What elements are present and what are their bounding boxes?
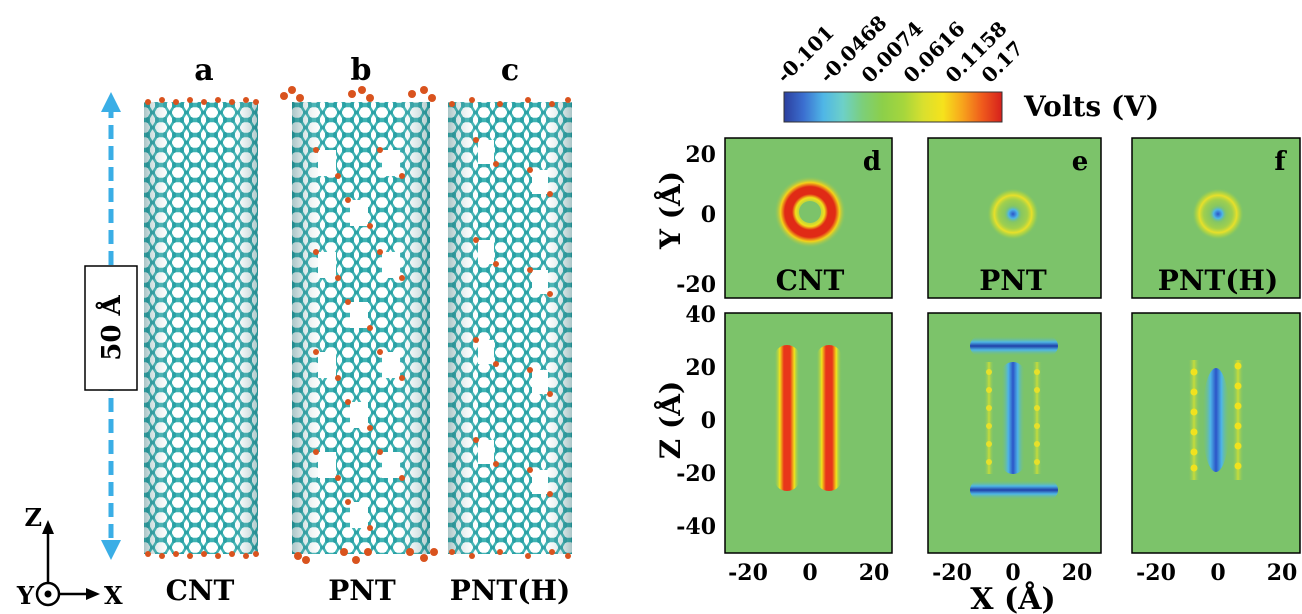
map-f-pnth-xy: f PNT(H) [1131, 137, 1301, 299]
colorbar-unit-label: Volts (V) [1023, 90, 1159, 123]
map-e-pnt-xz [927, 312, 1102, 554]
y-axis-top: Y (Å) 20 0 -20 [653, 142, 716, 298]
cnt-end-atoms [145, 97, 259, 559]
x-tick-e-20: 20 [1062, 560, 1093, 586]
z-tick-neg40: -40 [676, 514, 716, 540]
pnt-pores [318, 150, 400, 528]
pnt-pore-atoms [313, 147, 405, 531]
x-tick-d-20: 20 [859, 560, 890, 586]
map-label-cnt: CNT [776, 264, 845, 297]
x-axis-ticks: -20 0 20 -20 0 20 -20 0 20 [728, 560, 1297, 586]
axes-triad: Z X Y [16, 503, 123, 610]
structure-name-pnt: PNT [328, 574, 396, 607]
axis-triad-y: Y [16, 581, 35, 610]
panel-letter-a: a [194, 53, 213, 88]
pnt-structure [280, 86, 438, 564]
structures-panel: a b c 50 Å [16, 53, 572, 610]
z-arrow-icon [42, 520, 54, 534]
y-tick-top-neg20: -20 [676, 272, 716, 298]
x-axis-label: X (Å) [970, 581, 1055, 614]
pnth-yellow-dots [1190, 362, 1242, 472]
x-tick-f-neg20: -20 [1136, 560, 1176, 586]
z-tick-neg20: -20 [676, 461, 716, 487]
z-tick-0: 0 [701, 408, 716, 434]
map-label-pnt: PNT [979, 264, 1047, 297]
x-arrow-icon [86, 588, 100, 600]
panel-letter-b: b [351, 53, 372, 88]
panel-letter-c: c [501, 53, 519, 88]
pnth-structure [448, 97, 572, 559]
map-e-pnt-xy: e PNT [927, 137, 1102, 299]
potential-maps-panel: -0.101 -0.0468 0.0074 0.0616 0.1158 0.17… [653, 11, 1301, 614]
pnth-pores [478, 140, 548, 494]
y-tick-top-0: 0 [701, 202, 716, 228]
z-tick-20: 20 [685, 355, 716, 381]
length-label: 50 Å [96, 294, 127, 360]
y-axis-top-label: Y (Å) [653, 171, 687, 250]
pnt-end-groups [280, 86, 438, 564]
x-tick-e-0: 0 [1005, 560, 1020, 586]
y-axis-bottom: Z (Å) 40 20 0 -20 -40 [653, 302, 716, 540]
y-axis-bottom-label: Z (Å) [653, 381, 687, 459]
panel-letter-d: d [863, 147, 881, 177]
x-tick-f-0: 0 [1210, 560, 1225, 586]
pnth-h-atoms [449, 97, 571, 559]
map-d-cnt-xz [724, 312, 893, 554]
panel-letter-f: f [1274, 147, 1287, 177]
y-tick-top-20: 20 [685, 142, 716, 168]
length-label-box [84, 265, 138, 391]
colorbar: -0.101 -0.0468 0.0074 0.0616 0.1158 0.17… [772, 11, 1160, 123]
cnt-structure [144, 97, 259, 559]
z-tick-40: 40 [685, 302, 716, 328]
x-tick-e-neg20: -20 [932, 560, 972, 586]
map-f-pnth-xz [1131, 312, 1301, 554]
x-tick-d-0: 0 [802, 560, 817, 586]
x-tick-f-20: 20 [1267, 560, 1298, 586]
axis-triad-z: Z [24, 503, 42, 532]
structure-name-cnt: CNT [166, 574, 235, 607]
map-label-pnth: PNT(H) [1158, 264, 1278, 297]
map-d-cnt-xy: d CNT [724, 137, 893, 299]
panel-letter-e: e [1072, 147, 1089, 177]
x-tick-d-neg20: -20 [728, 560, 768, 586]
axis-triad-x: X [104, 581, 123, 610]
structure-name-pnth: PNT(H) [450, 574, 570, 607]
pnt-yellow-dots [986, 369, 1040, 465]
